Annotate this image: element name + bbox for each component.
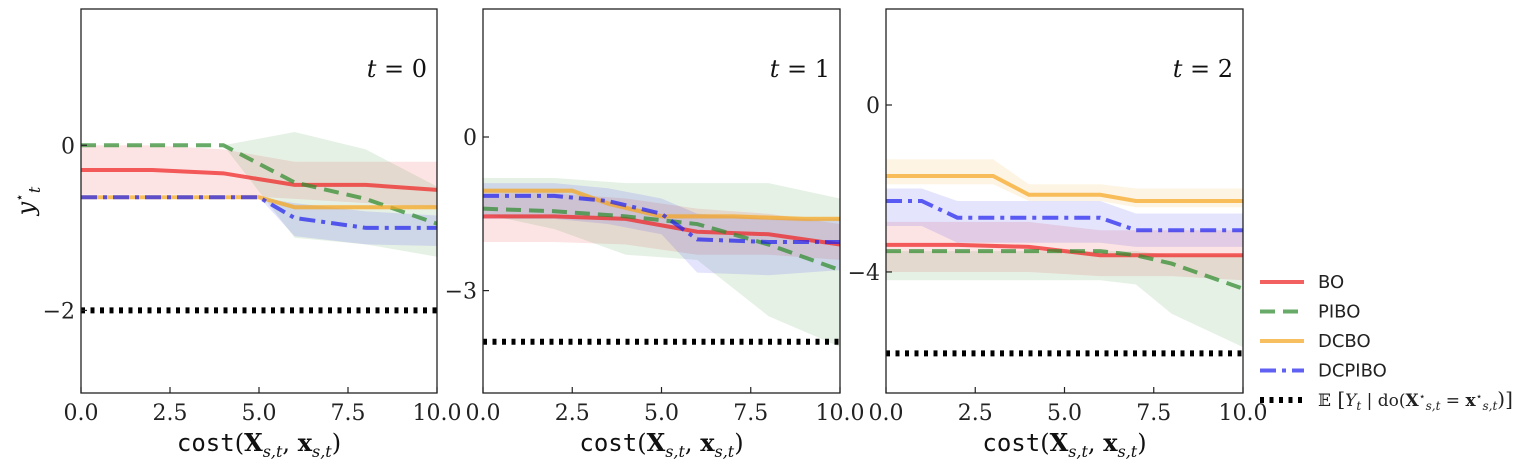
x-tick-label: 0.0: [64, 401, 99, 426]
legend-label: PIBO: [1318, 302, 1360, 323]
series-line-2: [886, 249, 1243, 291]
svg-text:y⋆t: y⋆t: [12, 186, 44, 216]
panel-title: t = 0: [367, 55, 427, 83]
panel-0: 0.0 2.5 5.0 7.5 10.0 0 −2 t = 0 cost(Xs,t, xs,t)…: [12, 8, 462, 461]
plot-area: [886, 159, 1243, 357]
y-tick-label: −2: [43, 299, 75, 324]
series-line-4: [886, 199, 1243, 233]
band-pibo: [81, 132, 437, 257]
series-line-2: [81, 143, 437, 226]
y-axis-label: y⋆t: [12, 186, 44, 216]
x-tick-label: 0.0: [869, 401, 904, 426]
x-tick-label: 10.0: [1219, 401, 1268, 426]
panel-2: 0.0 2.5 5.0 7.5 10.0 0 −4 t = 2 cost(Xs,t, xs,t): [848, 8, 1268, 461]
x-tick-label: 5.0: [644, 401, 679, 426]
series-line-3: [483, 188, 840, 221]
y-tick-label: 0: [463, 126, 477, 151]
x-tick-label: 10.0: [816, 401, 865, 426]
band-pibo: [886, 251, 1243, 348]
band-dcpibo: [483, 183, 840, 276]
panel-title: t = 2: [1173, 55, 1233, 83]
series-line-1: [81, 168, 437, 192]
x-tick-label: 5.0: [1047, 401, 1082, 426]
x-tick-label: 7.5: [733, 401, 768, 426]
y-tick-label: 0: [866, 94, 880, 119]
y-tick-label: 0: [61, 134, 75, 159]
legend-label: BO: [1318, 272, 1344, 293]
series-line-1: [483, 214, 840, 247]
series-line-1: [886, 242, 1243, 258]
legend-label: DCBO: [1318, 331, 1371, 352]
legend-label: 𝔼 [Yt | do(X⋆s,t = x⋆s,t)]: [1318, 387, 1513, 413]
panel-1: 0.0 2.5 5.0 7.5 10.0 0 −3 t = 1 cost(Xs,t, xs,t): [445, 8, 865, 461]
y-tick-label: −4: [848, 261, 880, 286]
band-dcbo: [886, 159, 1243, 208]
legend: BO PIBO DCBO DCPIBO 𝔼 [Yt | do(X⋆s,t = x⋆s,t…: [1260, 272, 1513, 413]
x-axis-label: cost(Xs,t, xs,t): [579, 428, 743, 461]
x-axis-label: cost(Xs,t, xs,t): [177, 428, 341, 461]
x-tick-label: 0.0: [466, 401, 501, 426]
x-tick-label: 2.5: [555, 401, 590, 426]
legend-label: DCPIBO: [1318, 361, 1387, 382]
x-axis-label: cost(Xs,t, xs,t): [982, 428, 1146, 461]
series-line-4: [81, 195, 437, 230]
band-pibo: [483, 177, 840, 347]
y-tick-label: −3: [445, 280, 477, 305]
band-bo: [81, 145, 437, 208]
panel-title: t = 1: [770, 55, 830, 83]
band-dcpibo: [81, 197, 437, 247]
series-line-3: [886, 173, 1243, 203]
series-line-2: [483, 206, 840, 273]
x-tick-label: 2.5: [958, 401, 993, 426]
plot-area: [81, 132, 437, 314]
x-tick-label: 2.5: [153, 401, 188, 426]
plot-area: [483, 177, 840, 347]
x-tick-label: 10.0: [413, 401, 462, 426]
x-tick-label: 7.5: [1136, 401, 1171, 426]
x-tick-label: 5.0: [242, 401, 277, 426]
x-tick-label: 7.5: [331, 401, 366, 426]
series-line-4: [483, 193, 840, 244]
